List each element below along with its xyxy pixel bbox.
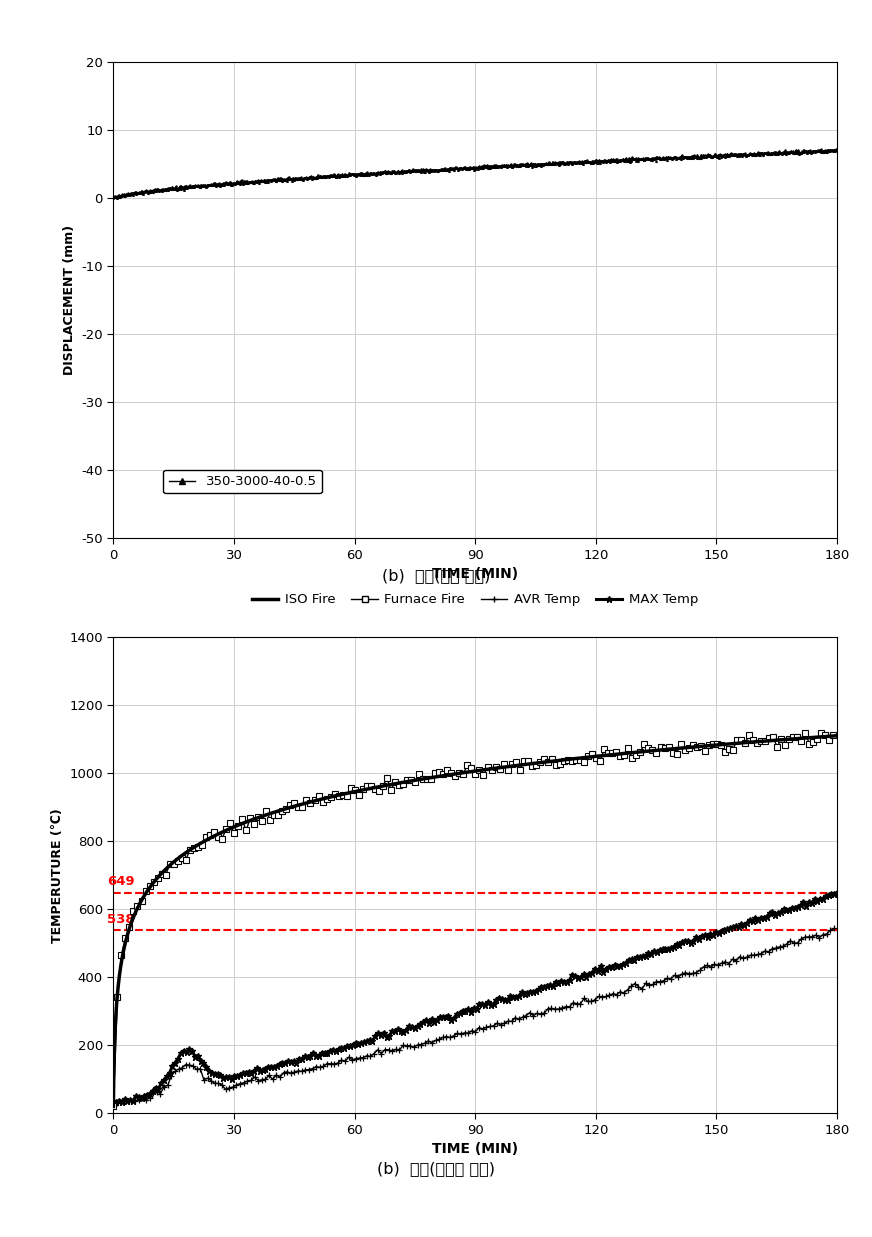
ISO Fire bbox=[379, 778, 390, 793]
Text: (b)  변위(재하 실험): (b) 변위(재하 실험) bbox=[382, 568, 490, 583]
X-axis label: TIME (MIN): TIME (MIN) bbox=[433, 567, 518, 581]
AVR Temp bbox=[828, 922, 839, 936]
Legend: ISO Fire, Furnace Fire, AVR Temp, MAX Temp: ISO Fire, Furnace Fire, AVR Temp, MAX Te… bbox=[247, 588, 704, 611]
AVR Temp bbox=[108, 1096, 119, 1111]
Line: Furnace Fire: Furnace Fire bbox=[110, 730, 836, 1110]
MAX Temp bbox=[108, 1096, 119, 1111]
AVR Temp bbox=[137, 1091, 147, 1106]
Line: ISO Fire: ISO Fire bbox=[113, 736, 837, 1106]
MAX Temp bbox=[832, 886, 842, 901]
ISO Fire bbox=[262, 807, 273, 821]
Text: 538: 538 bbox=[107, 913, 135, 927]
ISO Fire bbox=[832, 729, 842, 743]
AVR Temp bbox=[767, 941, 778, 956]
Y-axis label: DISPLACEMENT (mm): DISPLACEMENT (mm) bbox=[63, 225, 76, 375]
Y-axis label: TEMPERUTURE (℃): TEMPERUTURE (℃) bbox=[51, 808, 64, 943]
MAX Temp bbox=[395, 1023, 405, 1038]
AVR Temp bbox=[152, 1085, 162, 1100]
Text: 649: 649 bbox=[107, 876, 135, 888]
Line: MAX Temp: MAX Temp bbox=[110, 889, 841, 1106]
AVR Temp bbox=[242, 1074, 253, 1089]
Furnace Fire bbox=[816, 725, 827, 740]
MAX Temp bbox=[731, 919, 741, 934]
Furnace Fire bbox=[193, 840, 203, 855]
ISO Fire bbox=[404, 774, 414, 789]
ISO Fire bbox=[407, 773, 418, 788]
Furnace Fire bbox=[120, 930, 131, 945]
AVR Temp bbox=[300, 1063, 310, 1077]
MAX Temp bbox=[440, 1009, 451, 1024]
MAX Temp bbox=[215, 1068, 226, 1082]
ISO Fire bbox=[150, 873, 160, 888]
Furnace Fire bbox=[748, 732, 759, 747]
Furnace Fire bbox=[257, 813, 268, 828]
MAX Temp bbox=[333, 1042, 344, 1056]
Furnace Fire bbox=[828, 727, 839, 742]
Furnace Fire bbox=[382, 771, 392, 785]
MAX Temp bbox=[311, 1048, 322, 1063]
ISO Fire bbox=[603, 747, 613, 762]
ISO Fire bbox=[108, 1098, 119, 1113]
X-axis label: TIME (MIN): TIME (MIN) bbox=[433, 1142, 518, 1157]
Furnace Fire bbox=[804, 736, 814, 751]
Line: AVR Temp: AVR Temp bbox=[110, 925, 837, 1107]
Legend: 350-3000-40-0.5: 350-3000-40-0.5 bbox=[163, 470, 322, 494]
AVR Temp bbox=[793, 935, 803, 950]
Text: (b)  온도(비재하 실험): (b) 온도(비재하 실험) bbox=[377, 1162, 495, 1176]
Furnace Fire bbox=[108, 1098, 119, 1113]
